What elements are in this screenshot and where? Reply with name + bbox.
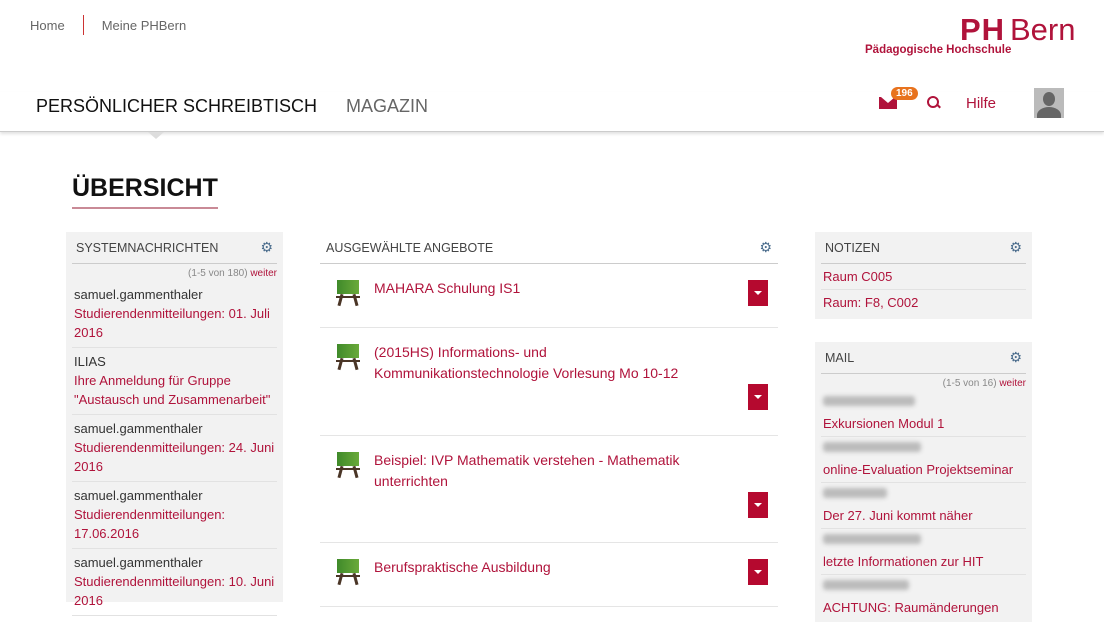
avatar[interactable] <box>1034 88 1064 118</box>
logo-bern: Bern <box>1010 12 1076 47</box>
panel-title: SYSTEMNACHRICHTEN <box>76 240 219 255</box>
offer-title[interactable]: (2015HS) Informations- und Kommunikation… <box>374 344 679 381</box>
subject[interactable]: Studierendenmitteilungen: 17.06.2016 <box>74 507 226 541</box>
logo-subtitle: Pädagogische Hochschule <box>865 44 1012 56</box>
mail-count-badge: 196 <box>890 87 918 100</box>
panel-title: AUSGEWÄHLTE ANGEBOTE <box>326 240 494 255</box>
course-icon <box>336 344 360 371</box>
list-item[interactable]: samuel.gammenthaler Studierendenmitteilun… <box>72 281 277 348</box>
offer-item[interactable]: Berufspraktische Ausbildung <box>320 543 778 607</box>
count: (1-5 von 16) <box>942 378 997 389</box>
course-icon <box>336 452 360 479</box>
gear-icon[interactable]: ⚙ <box>1009 349 1022 365</box>
search-icon[interactable] <box>926 96 941 110</box>
top-links: Home Meine PHBern <box>30 15 186 35</box>
mail-icon[interactable]: 196 <box>878 87 918 109</box>
more-link[interactable]: weiter <box>250 268 277 279</box>
sender: ILIAS <box>74 354 106 369</box>
offer-title[interactable]: Berufspraktische Ausbildung <box>374 559 551 575</box>
blurred-sender <box>823 534 921 544</box>
divider <box>82 15 84 35</box>
tab-schreibtisch[interactable]: PERSÖNLICHER SCHREIBTISCH <box>36 96 318 116</box>
meine-phbern-link[interactable]: Meine PHBern <box>101 17 187 33</box>
sender: samuel.gammenthaler <box>74 488 203 503</box>
actions-dropdown[interactable] <box>748 384 768 410</box>
note-link[interactable]: Raum C005 <box>823 269 893 284</box>
nav-tools: 196 Hilfe <box>878 87 1064 118</box>
list-item[interactable]: ILIAS Ihre Anmeldung für Gruppe "Austausc… <box>72 348 277 415</box>
home-link[interactable]: Home <box>30 17 65 33</box>
list-item[interactable]: Raum C005 <box>821 264 1026 290</box>
blurred-sender <box>823 396 915 406</box>
page-title: ÜBERSICHT <box>72 174 218 209</box>
actions-dropdown[interactable] <box>748 559 768 585</box>
logo-ph: PH <box>960 12 1006 47</box>
list-item[interactable]: online-Evaluation Projektseminar <box>821 437 1026 483</box>
gear-icon[interactable]: ⚙ <box>260 239 273 255</box>
panel-title: NOTIZEN <box>825 240 880 255</box>
subject[interactable]: online-Evaluation Projektseminar <box>823 462 1014 477</box>
list-item[interactable]: Exkursionen Modul 1 <box>821 391 1026 437</box>
list-item[interactable]: ACHTUNG: Raumänderungen <box>821 575 1026 620</box>
subject[interactable]: Studierendenmitteilungen: 01. Juli 2016 <box>74 306 270 340</box>
subject[interactable]: Exkursionen Modul 1 <box>823 416 945 431</box>
panel-title: MAIL <box>825 350 855 365</box>
offer-item[interactable]: Beispiel: IVP Mathematik verstehen - Mat… <box>320 436 778 543</box>
mail-panel: MAIL ⚙ (1-5 von 16) weiter Exkursionen Mo… <box>815 342 1032 622</box>
gear-icon[interactable]: ⚙ <box>1009 239 1022 255</box>
tab-magazin[interactable]: MAGAZIN <box>346 96 429 116</box>
list-item[interactable]: Der 27. Juni kommt näher <box>821 483 1026 529</box>
offer-title[interactable]: MAHARA Schulung IS1 <box>374 280 521 296</box>
note-link[interactable]: Raum: F8, C002 <box>823 295 919 310</box>
list-item[interactable]: samuel.gammenthaler Studierendenmitteilun… <box>72 482 277 549</box>
notes-panel: NOTIZEN ⚙ Raum C005 Raum: F8, C002 <box>815 232 1032 319</box>
blurred-sender <box>823 442 921 452</box>
active-tab-caret <box>148 132 164 139</box>
actions-dropdown[interactable] <box>748 492 768 518</box>
list-item[interactable]: samuel.gammenthaler Studierendenmitteilun… <box>72 415 277 482</box>
course-icon <box>336 559 360 586</box>
list-item[interactable]: samuel.gammenthaler Studierendenmitteilun… <box>72 549 277 616</box>
subject[interactable]: Der 27. Juni kommt näher <box>823 508 973 523</box>
sender: samuel.gammenthaler <box>74 421 203 436</box>
more-link[interactable]: weiter <box>999 378 1026 389</box>
subject[interactable]: Ihre Anmeldung für Gruppe "Austausch und… <box>74 373 271 407</box>
selected-offers-panel: AUSGEWÄHLTE ANGEBOTE ⚙ MAHARA Schulung IS… <box>320 232 778 607</box>
subject[interactable]: Studierendenmitteilungen: 10. Juni 2016 <box>74 574 275 608</box>
blurred-sender <box>823 580 909 590</box>
count: (1-5 von 180) <box>188 268 248 279</box>
list-item[interactable]: Raum: F8, C002 <box>821 290 1026 315</box>
course-icon <box>336 280 360 307</box>
sender: samuel.gammenthaler <box>74 287 203 302</box>
help-link[interactable]: Hilfe <box>965 94 996 112</box>
main-nav: PERSÖNLICHER SCHREIBTISCH MAGAZIN <box>0 92 1104 132</box>
gear-icon[interactable]: ⚙ <box>759 239 772 255</box>
offer-item[interactable]: (2015HS) Informations- und Kommunikation… <box>320 328 778 436</box>
sender: samuel.gammenthaler <box>74 555 203 570</box>
system-messages-panel: SYSTEMNACHRICHTEN ⚙ (1-5 von 180) weiter … <box>66 232 283 616</box>
subject[interactable]: ACHTUNG: Raumänderungen <box>823 600 999 615</box>
blurred-sender <box>823 488 887 498</box>
subject[interactable]: letzte Informationen zur HIT <box>823 554 984 569</box>
actions-dropdown[interactable] <box>748 280 768 306</box>
subject[interactable]: Studierendenmitteilungen: 24. Juni 2016 <box>74 440 275 474</box>
offer-title[interactable]: Beispiel: IVP Mathematik verstehen - Mat… <box>374 452 680 489</box>
list-item[interactable]: letzte Informationen zur HIT <box>821 529 1026 575</box>
offer-item[interactable]: MAHARA Schulung IS1 <box>320 264 778 328</box>
